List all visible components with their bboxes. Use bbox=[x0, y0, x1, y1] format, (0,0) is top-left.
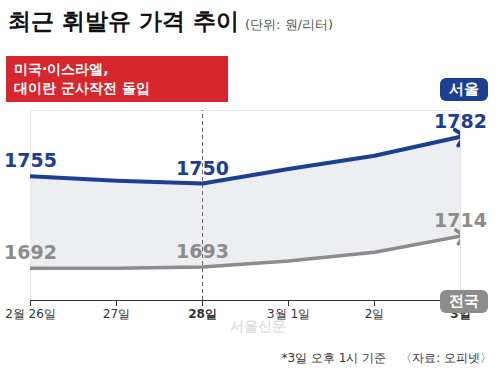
html-text:서울신문: 서울신문 bbox=[230, 318, 286, 334]
svg-text:1755: 1755 bbox=[4, 149, 57, 171]
svg-text:1714: 1714 bbox=[434, 209, 487, 231]
html-text:*3일 오후 1시 기준: *3일 오후 1시 기준 bbox=[281, 351, 387, 365]
html-text:〈자료: 오피넷〉: 〈자료: 오피넷〉 bbox=[400, 351, 492, 365]
svg-text:1782: 1782 bbox=[434, 110, 487, 132]
svg-text:28일: 28일 bbox=[188, 307, 217, 321]
svg-text:1692: 1692 bbox=[4, 241, 57, 263]
svg-text:3일: 3일 bbox=[450, 307, 471, 321]
html-text:서울: 서울 bbox=[449, 80, 479, 98]
svg-text:3월 1일: 3월 1일 bbox=[267, 307, 310, 321]
svg-text:2일: 2일 bbox=[365, 307, 385, 321]
html-text:전국: 전국 bbox=[449, 292, 479, 310]
html-text:최근 휘발유 가격 추이 (단위: 원/리터): 최근 휘발유 가격 추이 (단위: 원/리터) bbox=[8, 8, 334, 34]
svg-text:27일: 27일 bbox=[103, 307, 130, 321]
svg-text:1693: 1693 bbox=[176, 240, 229, 262]
svg-text:2월 26일: 2월 26일 bbox=[5, 307, 56, 321]
html-text:대이란 군사작전 돌입: 대이란 군사작전 돌입 bbox=[14, 80, 150, 96]
svg-text:1750: 1750 bbox=[176, 157, 229, 179]
html-text:미국·이스라엘,: 미국·이스라엘, bbox=[14, 61, 109, 77]
